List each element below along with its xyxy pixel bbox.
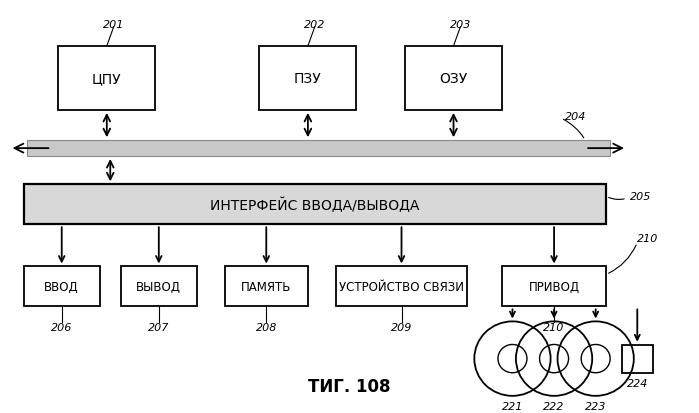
- FancyBboxPatch shape: [121, 267, 197, 307]
- Text: ОЗУ: ОЗУ: [440, 72, 468, 86]
- Text: ВЫВОД: ВЫВОД: [136, 280, 181, 293]
- Text: ЦПУ: ЦПУ: [92, 72, 122, 86]
- FancyBboxPatch shape: [27, 141, 610, 157]
- FancyBboxPatch shape: [224, 267, 308, 307]
- Text: 223: 223: [585, 401, 606, 411]
- Text: ПЗУ: ПЗУ: [294, 72, 322, 86]
- Text: 208: 208: [256, 322, 277, 332]
- Text: 222: 222: [543, 401, 565, 411]
- Text: 201: 201: [103, 20, 124, 30]
- Text: 209: 209: [391, 322, 412, 332]
- Text: ИНТЕРФЕЙС ВВОДА/ВЫВОДА: ИНТЕРФЕЙС ВВОДА/ВЫВОДА: [210, 197, 419, 212]
- Text: 210: 210: [637, 234, 658, 244]
- Text: 224: 224: [626, 378, 648, 388]
- FancyBboxPatch shape: [259, 47, 356, 111]
- Text: 202: 202: [304, 20, 326, 30]
- FancyBboxPatch shape: [621, 345, 653, 373]
- Text: 204: 204: [565, 112, 586, 122]
- FancyBboxPatch shape: [405, 47, 502, 111]
- Text: ВВОД: ВВОД: [44, 280, 79, 293]
- Text: УСТРОЙСТВО СВЯЗИ: УСТРОЙСТВО СВЯЗИ: [339, 280, 464, 293]
- Text: 205: 205: [630, 192, 651, 202]
- Text: ПАМЯТЬ: ПАМЯТЬ: [241, 280, 291, 293]
- FancyBboxPatch shape: [24, 267, 100, 307]
- Text: 221: 221: [502, 401, 523, 411]
- Text: 210: 210: [543, 322, 565, 332]
- Text: 206: 206: [51, 322, 73, 332]
- FancyBboxPatch shape: [24, 185, 606, 225]
- FancyBboxPatch shape: [502, 267, 606, 307]
- Text: ΤИГ. 108: ΤИГ. 108: [308, 377, 391, 396]
- Text: ПРИВОД: ПРИВОД: [528, 280, 579, 293]
- FancyBboxPatch shape: [336, 267, 468, 307]
- FancyBboxPatch shape: [58, 47, 155, 111]
- Text: 203: 203: [449, 20, 471, 30]
- Text: 207: 207: [148, 322, 169, 332]
